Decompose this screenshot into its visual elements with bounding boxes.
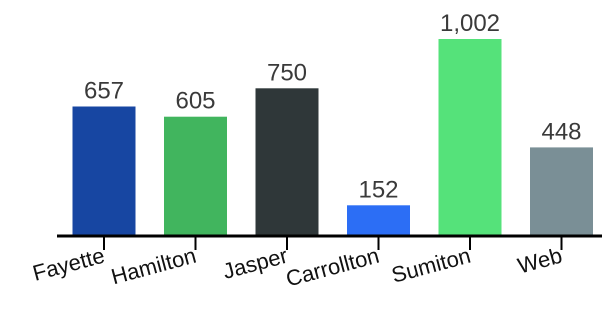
x-axis-ticks-group	[103, 236, 563, 250]
value-label-fayette: 657	[84, 78, 124, 105]
bar-hamilton	[164, 116, 227, 235]
x-tick-label-jasper: Jasper	[220, 243, 290, 284]
x-tick-label-web: Web	[515, 243, 565, 279]
bars-group	[72, 39, 593, 235]
bar-carrollton	[347, 205, 410, 235]
bar-fayette	[72, 106, 136, 235]
value-label-carrollton: 152	[358, 176, 398, 203]
x-tick-label-carrollton: Carrollton	[283, 243, 382, 292]
value-label-web: 448	[541, 118, 581, 145]
bar-sumiton	[438, 39, 502, 235]
bar-web	[530, 147, 593, 235]
bar-jasper	[255, 88, 319, 235]
x-tick-label-sumiton: Sumiton	[389, 243, 473, 288]
value-label-sumiton: 1,002	[440, 10, 500, 37]
value-labels-group: 657 605 750 152 1,002 448	[84, 10, 582, 203]
value-label-hamilton: 605	[175, 88, 215, 115]
value-label-jasper: 750	[267, 59, 307, 86]
x-tick-label-hamilton: Hamilton	[108, 243, 198, 290]
x-tick-label-fayette: Fayette	[30, 243, 107, 286]
